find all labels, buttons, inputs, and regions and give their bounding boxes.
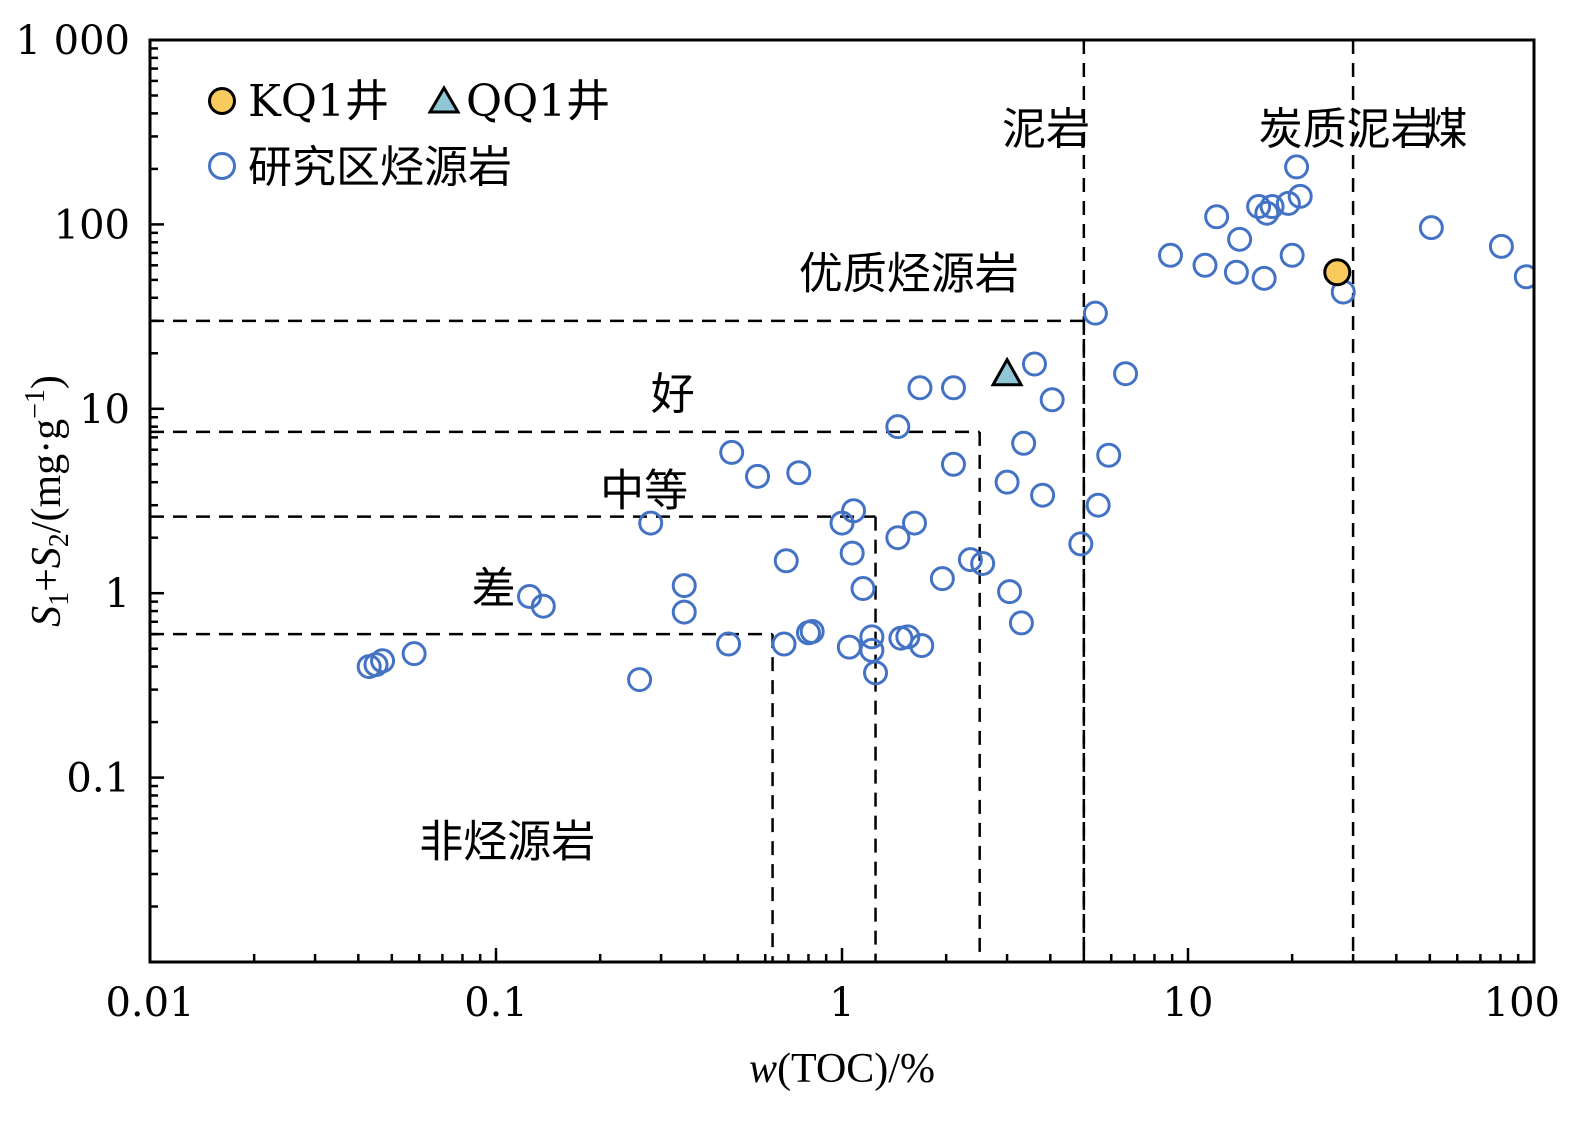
study-area-point <box>836 634 862 660</box>
study-area-point <box>1227 226 1253 252</box>
legend-marker-study-area <box>208 152 236 180</box>
kq1-point <box>1323 258 1352 287</box>
study-area-point <box>745 463 771 489</box>
study-area-point <box>895 624 921 650</box>
study-area-point <box>1279 242 1305 268</box>
study-area-point <box>957 547 983 573</box>
study-area-point <box>530 593 556 619</box>
study-area-point <box>1082 300 1108 326</box>
x-tick-label: 10 <box>1163 980 1214 1026</box>
study-area-point <box>859 637 885 663</box>
study-area-point <box>850 576 876 602</box>
study-area-point <box>1192 252 1218 278</box>
study-area-point <box>1096 442 1122 468</box>
study-area-point <box>1488 233 1514 259</box>
study-area-point <box>799 618 825 644</box>
study-area-point <box>671 599 697 625</box>
region-label: 好 <box>651 369 695 420</box>
study-area-point <box>1030 482 1056 508</box>
study-area-point <box>994 469 1020 495</box>
study-area-point <box>1008 610 1034 636</box>
region-label: 煤 <box>1424 104 1468 155</box>
study-area-point <box>627 667 653 693</box>
study-area-point <box>1251 265 1277 291</box>
y-tick-label: 100 <box>54 202 130 248</box>
study-area-point <box>885 525 911 551</box>
axis-ticks <box>150 47 1520 962</box>
boundary-lines <box>150 40 1355 962</box>
study-area-point <box>841 498 867 524</box>
region-label: 非烃源岩 <box>419 817 595 868</box>
y-axis-title: S1+S2/(mg·g−1) <box>20 375 75 627</box>
legend-label-study-area: 研究区烃源岩 <box>248 142 512 193</box>
study-area-point <box>638 510 664 536</box>
study-area-point <box>370 648 396 674</box>
study-area-point <box>863 660 889 686</box>
study-area-point <box>1259 194 1285 220</box>
study-area-point <box>1113 361 1139 387</box>
region-label: 泥岩 <box>1002 104 1090 155</box>
study-area-point <box>1287 183 1313 209</box>
study-area-point <box>909 633 935 659</box>
region-label: 差 <box>472 564 516 615</box>
y-tick-label: 1 <box>105 571 130 617</box>
study-area-point <box>907 375 933 401</box>
study-area-point <box>401 641 427 667</box>
study-area-point <box>719 439 745 465</box>
study-area-point <box>1011 430 1037 456</box>
study-area-point <box>1204 204 1230 230</box>
study-area-point <box>859 624 885 650</box>
study-area-point <box>1284 154 1310 180</box>
study-area-point <box>1223 259 1249 285</box>
x-tick-label: 1 <box>829 980 854 1026</box>
study-area-point <box>1021 351 1047 377</box>
study-area-point <box>716 631 742 657</box>
study-area-point <box>839 540 865 566</box>
study-area-point <box>773 548 799 574</box>
y-tick-label: 10 <box>79 387 130 433</box>
legend-label-qq1: QQ1井 <box>466 76 610 127</box>
legend-label-kq1: KQ1井 <box>248 76 389 127</box>
study-area-point <box>929 566 955 592</box>
x-tick-label: 100 <box>1484 980 1560 1026</box>
region-label: 中等 <box>600 466 688 517</box>
study-area-point <box>1157 242 1183 268</box>
legend: KQ1井 QQ1井 研究区烃源岩 <box>208 76 610 193</box>
study-area-point <box>1418 215 1444 241</box>
study-area-point <box>671 573 697 599</box>
study-area-point <box>1246 194 1272 220</box>
study-area-point <box>997 579 1023 605</box>
study-area-point <box>940 375 966 401</box>
study-area-point <box>1513 264 1534 290</box>
legend-marker-qq1 <box>427 85 461 114</box>
study-area-point <box>970 550 996 576</box>
study-area-point <box>1085 492 1111 518</box>
x-axis-title: w(TOC)/% <box>749 1046 935 1092</box>
legend-marker-kq1 <box>208 87 236 115</box>
axis-tick-labels: 0.01 0.1 1 10 100 0.1 1 10 100 1 000 <box>15 18 1560 1026</box>
qq1-point <box>990 356 1024 387</box>
data-points <box>356 154 1534 693</box>
region-label: 优质烃源岩 <box>799 249 1019 300</box>
study-area-point <box>940 451 966 477</box>
x-tick-label: 0.1 <box>464 980 528 1026</box>
x-tick-label: 0.01 <box>105 980 194 1026</box>
study-area-point <box>786 460 812 486</box>
study-area-point <box>1039 387 1065 413</box>
study-area-point <box>1254 200 1280 226</box>
y-tick-label: 0.1 <box>66 756 130 802</box>
region-label: 炭质泥岩 <box>1259 104 1435 155</box>
study-area-point <box>1068 531 1094 557</box>
study-area-point <box>885 414 911 440</box>
study-area-point <box>771 631 797 657</box>
y-tick-label: 1 000 <box>15 18 130 64</box>
study-area-point <box>901 510 927 536</box>
